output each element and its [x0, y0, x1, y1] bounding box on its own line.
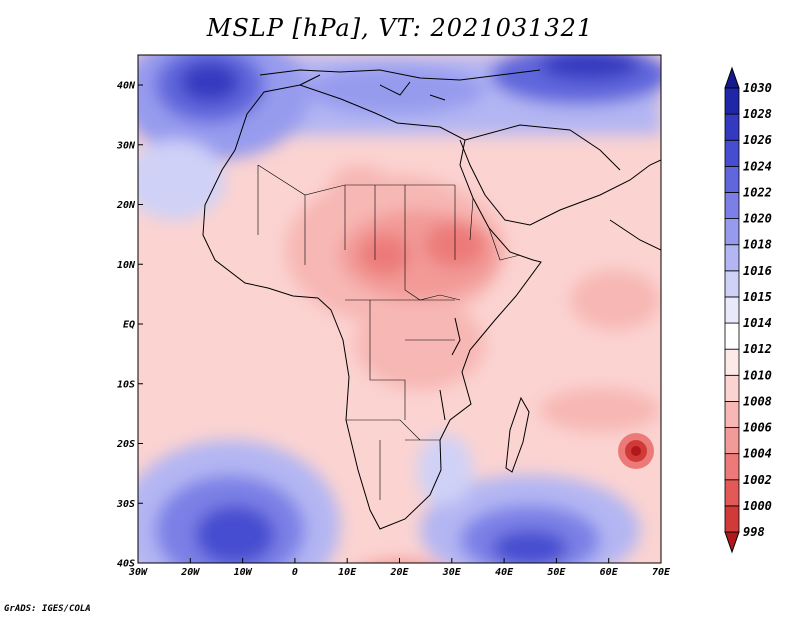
lat-tick-label: 40N: [117, 81, 136, 92]
colorbar-swatch: [724, 87, 740, 115]
colorbar-swatch: [724, 374, 740, 402]
pressure-field: [138, 55, 661, 563]
lat-tick-label: 30N: [116, 140, 136, 151]
colorbar-label: 1018: [743, 238, 772, 252]
lon-tick-label: 60E: [600, 567, 619, 578]
lat-tick-label: EQ: [123, 320, 135, 331]
lat-tick-label: 40S: [117, 559, 135, 570]
colorbar-swatch: [724, 192, 740, 219]
colorbar-swatch: [724, 401, 740, 428]
lat-tick-label: 10N: [117, 260, 136, 271]
colorbar-label: 1028: [743, 107, 772, 121]
colorbar-label: 1006: [743, 421, 772, 435]
lon-tick-label: 30W: [128, 567, 148, 578]
colorbar-label: 1022: [743, 185, 772, 199]
colorbar-swatch: [724, 218, 740, 246]
lon-axis: 30W 20W 10W 0 10E 20E 30E 40E 50E 60E 70E: [128, 558, 671, 578]
colorbar-swatch: [724, 296, 740, 324]
lat-tick-label: 20S: [116, 439, 135, 450]
colorbar-swatch: [724, 427, 740, 455]
map-title: MSLP [hPa], VT: 2021031321: [206, 14, 594, 42]
colorbar-label: 1015: [743, 290, 772, 304]
colorbar-swatch: [724, 165, 740, 193]
colorbar-swatch: [724, 139, 740, 167]
colorbar-swatch: [724, 479, 740, 507]
colorbar-swatch: [724, 505, 740, 533]
colorbar-label: 1024: [743, 159, 772, 173]
colorbar-label: 1008: [743, 394, 772, 408]
colorbar-label: 1002: [743, 473, 772, 487]
colorbar-label: 1010: [743, 368, 772, 382]
lat-tick-label: 10S: [117, 379, 135, 390]
lon-tick-label: 40E: [495, 567, 514, 578]
colorbar-swatch: [724, 244, 740, 272]
country-borders: [257, 164, 521, 500]
colorbar-label: 998: [743, 525, 765, 539]
map-container: 30W 20W 10W 0 10E 20E 30E 40E 50E 60E 70E 40N 30N 20…: [116, 54, 772, 578]
lon-tick-label: 0: [292, 567, 298, 578]
lon-tick-label: 70E: [652, 567, 671, 578]
colorbar-label: 1004: [743, 447, 772, 461]
lat-tick-label: 20N: [116, 200, 136, 211]
colorbar-swatch: [724, 348, 740, 376]
colorbar-label: 1016: [743, 264, 772, 278]
colorbar-end-low: [724, 531, 740, 554]
colorbar-label: 1030: [743, 81, 772, 95]
colorbar-swatch: [724, 113, 740, 141]
colorbar-swatch: [724, 453, 740, 481]
lon-tick-label: 30E: [442, 567, 462, 578]
colorbar-swatch: [724, 270, 740, 298]
colorbar-label: 1014: [743, 316, 772, 330]
colorbar-label: 1000: [743, 499, 772, 513]
colorbar-end-high: [724, 66, 740, 89]
colorbar-label: 1012: [743, 342, 772, 356]
map-figure: 30W 20W 10W 0 10E 20E 30E 40E 50E 60E 70E 40N 30N 20…: [116, 54, 772, 578]
lon-tick-label: 50E: [547, 567, 566, 578]
lat-axis: 40N 30N 20N 10N EQ 10S 20S 30S 40S: [116, 81, 143, 570]
lon-tick-label: 20W: [180, 567, 200, 578]
colorbar-label: 1020: [743, 212, 772, 226]
colorbar: 998 1000 1002 1004 1006 1008 1010 1012 1014 1015 1…: [724, 66, 772, 554]
lon-tick-label: 20E: [389, 567, 409, 578]
lon-tick-label: 10W: [234, 567, 253, 578]
credit-text: GrADS: IGES/COLA: [4, 604, 91, 614]
lat-tick-label: 30S: [116, 499, 135, 510]
colorbar-swatch: [724, 322, 740, 350]
lon-tick-label: 10E: [338, 567, 357, 578]
colorbar-label: 1026: [743, 133, 772, 147]
